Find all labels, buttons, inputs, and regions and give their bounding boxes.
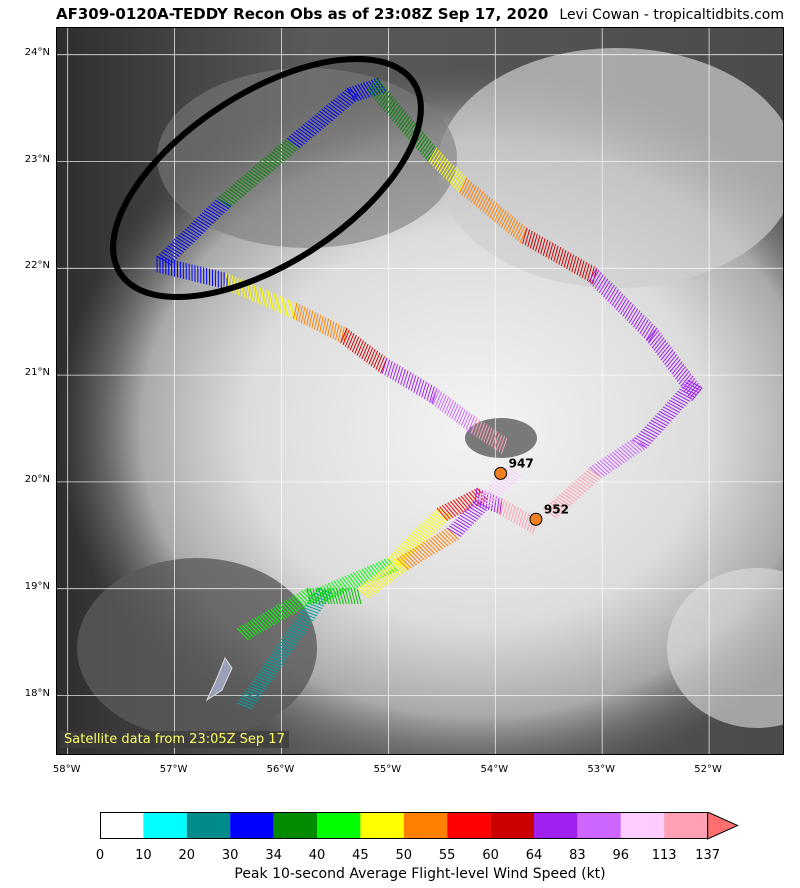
wind-barb-segment bbox=[589, 436, 648, 479]
highlight-ellipse bbox=[110, 55, 424, 301]
colorbar-segment bbox=[317, 812, 361, 839]
colorbar-label: Peak 10-second Average Flight-level Wind… bbox=[234, 866, 606, 882]
wind-barb-segment bbox=[236, 587, 319, 641]
colorbar-tick-label: 50 bbox=[395, 848, 413, 863]
satellite-time-label: Satellite data from 23:05Z Sep 17 bbox=[60, 731, 289, 748]
pressure-marker bbox=[529, 512, 543, 526]
colorbar-segment bbox=[100, 812, 144, 839]
wind-barb-segment bbox=[236, 587, 333, 710]
colorbar-svg bbox=[100, 811, 739, 840]
colorbar-tick-label: 0 bbox=[95, 848, 105, 863]
colorbar-tick-label: 83 bbox=[569, 848, 586, 863]
wind-barb-segment bbox=[306, 587, 362, 605]
lon-tick-label: 57°W bbox=[159, 764, 188, 775]
wind-barb-segment bbox=[216, 137, 301, 208]
pressure-observations: 947 952 bbox=[494, 456, 569, 526]
wind-barb-segment bbox=[522, 227, 598, 285]
lat-tick-label: 21°N bbox=[24, 367, 50, 379]
island-shape bbox=[205, 656, 233, 702]
wind-barb-segment bbox=[340, 327, 388, 374]
lat-tick-label: 20°N bbox=[24, 473, 50, 485]
lat-tick-label: 19°N bbox=[24, 580, 50, 592]
colorbar-extend-arrow bbox=[707, 811, 739, 840]
chart-title: AF309-0120A-TEDDY Recon Obs as of 23:08Z… bbox=[56, 5, 549, 23]
map-canvas: 947 952 bbox=[57, 28, 783, 754]
colorbar-tick-label: 30 bbox=[221, 848, 239, 863]
colorbar-tick-label: 55 bbox=[438, 848, 456, 863]
colorbar-segment bbox=[577, 812, 621, 839]
wind-barb-segment bbox=[356, 557, 411, 599]
colorbar bbox=[100, 811, 750, 844]
lat-tick-label: 24°N bbox=[24, 46, 50, 58]
colorbar-tick-label: 10 bbox=[135, 848, 152, 863]
colorbar-tick-label: 137 bbox=[695, 848, 720, 863]
colorbar-segment bbox=[186, 812, 231, 839]
wind-barb-segment bbox=[470, 417, 508, 454]
colorbar-segment bbox=[230, 812, 274, 839]
wind-barb-segment bbox=[459, 177, 528, 244]
colorbar-segment bbox=[664, 812, 708, 839]
colorbar-tick-label: 60 bbox=[482, 848, 499, 863]
wind-barb-segment bbox=[156, 197, 232, 266]
lon-tick-label: 56°W bbox=[266, 764, 295, 775]
pressure-label: 947 bbox=[509, 456, 534, 470]
colorbar-segment bbox=[447, 812, 491, 839]
colorbar-tick-label: 34 bbox=[265, 848, 282, 863]
lat-tick-label: 23°N bbox=[24, 153, 50, 165]
lon-tick-label: 52°W bbox=[694, 764, 722, 775]
lon-tick-label: 58°W bbox=[52, 764, 81, 775]
wind-barb-segment bbox=[381, 357, 438, 404]
wind-barb-segment bbox=[646, 327, 703, 402]
colorbar-outline bbox=[100, 812, 709, 839]
colorbar-tick-label: 113 bbox=[651, 848, 677, 863]
colorbar-segment bbox=[143, 812, 187, 839]
colorbar-segment bbox=[403, 812, 448, 839]
colorbar-segment bbox=[534, 812, 578, 839]
wind-barb-segment bbox=[497, 497, 538, 535]
wind-barb-segment bbox=[430, 387, 478, 434]
colorbar-tick-label: 45 bbox=[352, 848, 369, 863]
wind-barb-segment bbox=[543, 468, 603, 519]
colorbar-segment bbox=[273, 812, 317, 839]
colorbar-tick-label: 96 bbox=[612, 848, 630, 863]
colorbar-tick-label: 64 bbox=[525, 848, 543, 863]
colorbar-tick-label: 20 bbox=[178, 848, 196, 863]
satellite-map[interactable]: 947 952 bbox=[56, 27, 784, 755]
lon-tick-label: 55°W bbox=[373, 764, 402, 775]
flight-track bbox=[156, 77, 703, 710]
lon-tick-label: 54°W bbox=[480, 764, 509, 775]
wind-barb-segment bbox=[632, 379, 703, 449]
colorbar-tick-label: 40 bbox=[308, 848, 326, 863]
annotation-ellipse bbox=[110, 55, 424, 301]
pressure-marker bbox=[494, 466, 508, 480]
pressure-label: 952 bbox=[544, 502, 569, 516]
credit-text: Levi Cowan - tropicaltidbits.com bbox=[559, 7, 784, 23]
colorbar-segment bbox=[360, 812, 404, 839]
lat-tick-label: 18°N bbox=[24, 687, 50, 699]
colorbar-segment bbox=[620, 812, 665, 839]
graticule bbox=[57, 28, 783, 754]
wind-barb-segment bbox=[286, 87, 361, 149]
lon-tick-label: 53°W bbox=[587, 764, 615, 775]
colorbar-segment bbox=[490, 812, 534, 839]
wind-barb-segment bbox=[156, 255, 228, 290]
lat-tick-label: 22°N bbox=[24, 260, 50, 272]
wind-barb-segment bbox=[396, 527, 460, 571]
